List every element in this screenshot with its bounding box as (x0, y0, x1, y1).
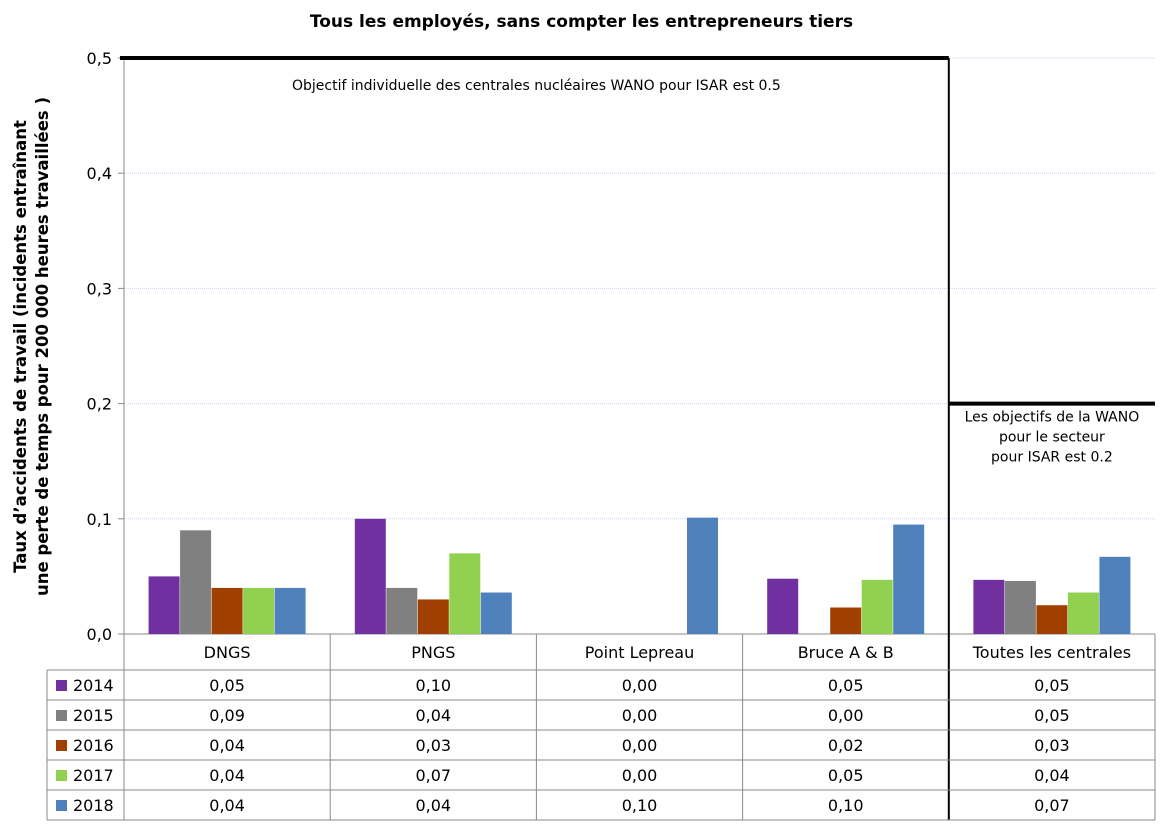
legend-swatch (56, 770, 67, 781)
data-label: 0,10 (415, 676, 451, 695)
legend-label: 2017 (73, 766, 114, 785)
bar (354, 518, 386, 634)
data-label: 0,04 (209, 796, 245, 815)
bar (1067, 592, 1099, 634)
legend-label: 2016 (73, 736, 114, 755)
bar (767, 578, 799, 634)
bar (243, 587, 275, 634)
legend-label: 2018 (73, 796, 114, 815)
y-tick-label: 0,5 (87, 49, 112, 68)
data-label: 0,03 (415, 736, 451, 755)
y-tick-label: 0,3 (87, 279, 112, 298)
bar (1036, 605, 1068, 634)
y-tick-label: 0,1 (87, 510, 112, 529)
data-label: 0,04 (209, 766, 245, 785)
bar (274, 587, 306, 634)
bar (180, 530, 212, 634)
data-label: 0,02 (828, 736, 864, 755)
bar (480, 592, 512, 634)
y-tick-label: 0,2 (87, 395, 112, 414)
data-label: 0,00 (622, 766, 658, 785)
data-label: 0,04 (209, 736, 245, 755)
data-label: 0,00 (828, 706, 864, 725)
bar (861, 579, 893, 634)
bar (211, 587, 243, 634)
bar (687, 517, 718, 634)
bar (386, 587, 418, 634)
data-label: 0,00 (622, 706, 658, 725)
bar (1004, 581, 1036, 634)
legend-swatch (56, 680, 67, 691)
category-label: Point Lepreau (585, 643, 694, 662)
target-label: Objectif individuelle des centrales nucl… (292, 78, 781, 94)
chart-title: Tous les employés, sans compter les entr… (309, 12, 854, 32)
category-label: PNGS (411, 643, 455, 662)
bar (973, 579, 1005, 634)
data-label: 0,04 (1034, 766, 1070, 785)
bar (830, 607, 862, 634)
bar (417, 599, 449, 634)
bar (449, 553, 481, 634)
data-label: 0,07 (415, 766, 451, 785)
data-label: 0,05 (1034, 676, 1070, 695)
legend-swatch (56, 740, 67, 751)
data-label: 0,05 (828, 766, 864, 785)
legend-swatch (56, 800, 67, 811)
data-label: 0,04 (415, 706, 451, 725)
data-label: 0,09 (209, 706, 245, 725)
legend-swatch (56, 710, 67, 721)
bar (148, 576, 180, 634)
target-label: Les objectifs de la WANO (965, 410, 1140, 426)
legend-label: 2015 (73, 706, 114, 725)
bar (1099, 556, 1131, 634)
legend-label: 2014 (73, 676, 114, 695)
target-label: pour ISAR est 0.2 (991, 450, 1113, 466)
bar (893, 524, 925, 634)
data-label: 0,05 (1034, 706, 1070, 725)
data-label: 0,05 (209, 676, 245, 695)
category-label: Toutes les centrales (972, 643, 1131, 662)
y-tick-label: 0,0 (87, 625, 112, 644)
data-label: 0,03 (1034, 736, 1070, 755)
y-tick-label: 0,4 (87, 164, 112, 183)
data-label: 0,05 (828, 676, 864, 695)
category-label: DNGS (204, 643, 251, 662)
data-label: 0,10 (622, 796, 658, 815)
target-label: pour le secteur (999, 430, 1105, 446)
data-label: 0,00 (622, 736, 658, 755)
data-label: 0,04 (415, 796, 451, 815)
data-label: 0,00 (622, 676, 658, 695)
data-label: 0,07 (1034, 796, 1070, 815)
category-label: Bruce A & B (798, 643, 894, 662)
data-label: 0,10 (828, 796, 864, 815)
